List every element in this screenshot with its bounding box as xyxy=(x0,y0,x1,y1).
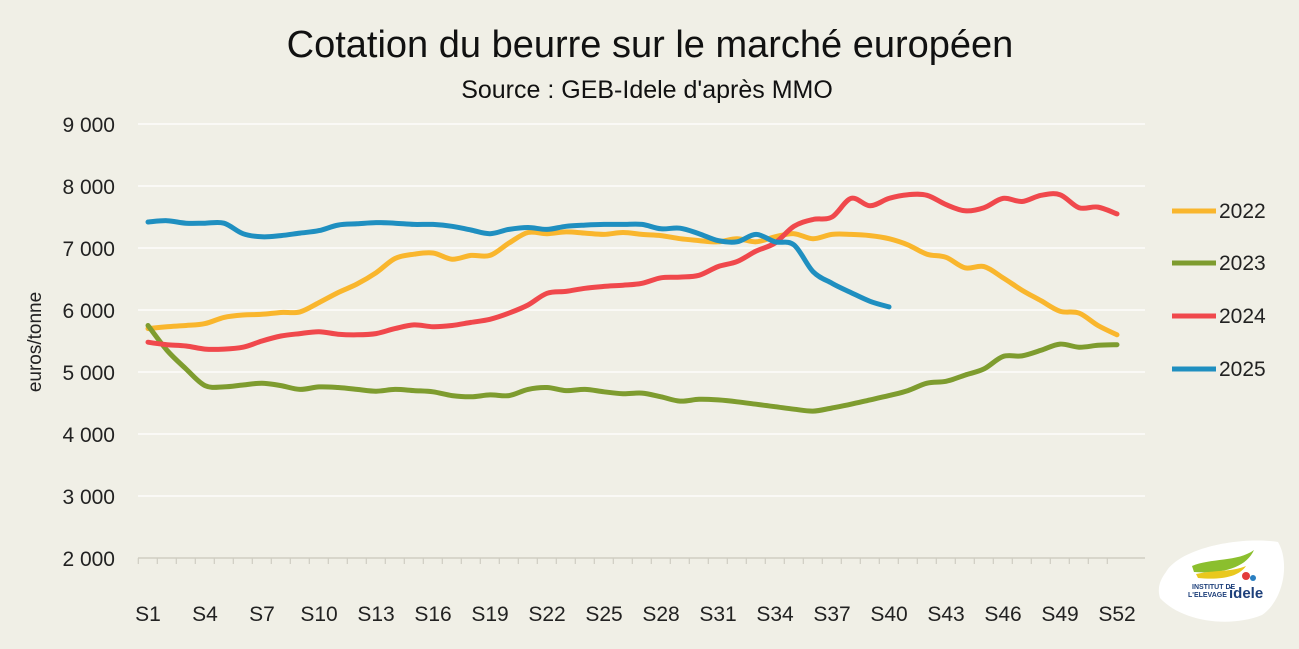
y-tick-label: 5 000 xyxy=(62,362,115,385)
logo-drop-blue xyxy=(1250,575,1256,581)
legend-label-2025: 2025 xyxy=(1219,358,1266,381)
idele-logo: INSTITUT DE L'ELEVAGE idele xyxy=(1158,540,1285,622)
x-tick-label: S16 xyxy=(414,603,451,626)
legend-label-2024: 2024 xyxy=(1219,305,1266,328)
x-tick-label: S37 xyxy=(813,603,850,626)
series-line-2023 xyxy=(145,323,1120,414)
x-tick-label: S40 xyxy=(870,603,907,626)
y-axis: 2 000 3 000 4 000 5 000 6 000 7 000 8 000 9 000 xyxy=(62,114,115,571)
x-tick-label: S49 xyxy=(1041,603,1078,626)
y-tick-label: 9 000 xyxy=(62,114,115,137)
logo-text-line1: INSTITUT DE xyxy=(1192,584,1235,591)
chart-subtitle: Source : GEB-Idele d'après MMO xyxy=(461,76,833,104)
x-tick-label: S13 xyxy=(357,603,394,626)
x-tick-label: S28 xyxy=(642,603,679,626)
x-tick-label: S25 xyxy=(585,603,622,626)
x-tick-label: S10 xyxy=(300,603,337,626)
logo-text-line2: L'ELEVAGE xyxy=(1188,592,1227,599)
logo-green-swoosh xyxy=(1192,550,1254,573)
series-line-2024 xyxy=(145,191,1120,352)
x-tick-label: S52 xyxy=(1098,603,1135,626)
y-tick-label: 8 000 xyxy=(62,176,115,199)
chart-title: Cotation du beurre sur le marché europée… xyxy=(287,24,1014,66)
logo-drop-red xyxy=(1242,572,1250,580)
x-tick-label: S22 xyxy=(528,603,565,626)
x-tick-label: S43 xyxy=(927,603,964,626)
legend-label-2023: 2023 xyxy=(1219,252,1266,275)
x-axis: S1 S4 S7 S10 S13 S16 S19 S22 S25 S28 S31 S34 S37 S40 S… xyxy=(135,558,1136,626)
series-lines xyxy=(145,191,1120,414)
x-tick-label: S34 xyxy=(756,603,794,626)
y-tick-label: 4 000 xyxy=(62,424,115,447)
legend: 2022 2023 2024 2025 xyxy=(1172,200,1266,381)
y-axis-label: euros/tonne xyxy=(25,292,46,392)
y-tick-label: 6 000 xyxy=(62,300,115,323)
series-line-2025 xyxy=(145,218,892,310)
x-tick-label: S4 xyxy=(192,603,218,626)
x-tick-label: S19 xyxy=(471,603,508,626)
y-tick-label: 7 000 xyxy=(62,238,115,261)
logo-yellow-swoosh xyxy=(1196,566,1246,579)
x-tick-label: S7 xyxy=(249,603,275,626)
legend-label-2022: 2022 xyxy=(1219,200,1266,223)
series-line-2022 xyxy=(145,229,1120,338)
x-tick-label: S46 xyxy=(984,603,1021,626)
y-tick-label: 3 000 xyxy=(62,486,115,509)
x-tick-label: S1 xyxy=(135,603,161,626)
y-tick-label: 2 000 xyxy=(62,548,115,571)
logo-badge-shape xyxy=(1158,540,1285,622)
x-tick-label: S31 xyxy=(699,603,736,626)
logo-brand-name: idele xyxy=(1229,585,1263,602)
gridlines xyxy=(138,123,1145,559)
